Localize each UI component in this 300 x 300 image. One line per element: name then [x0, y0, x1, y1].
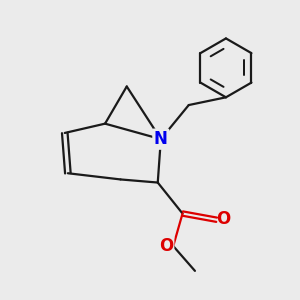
Text: O: O — [159, 237, 174, 255]
Text: O: O — [216, 210, 231, 228]
Text: N: N — [154, 130, 168, 148]
